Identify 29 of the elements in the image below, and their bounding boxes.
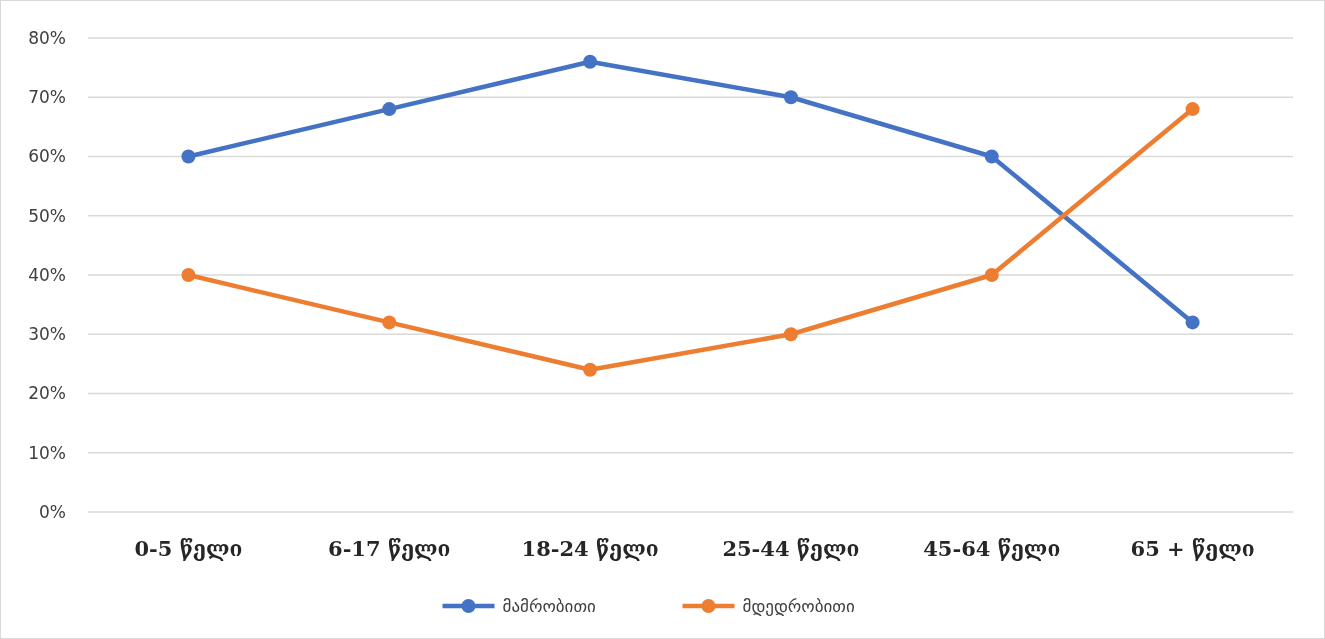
y-tick-label: 20% — [28, 383, 66, 404]
point — [583, 54, 598, 69]
y-tick-label: 70% — [28, 87, 66, 108]
y-tick-label: 80% — [28, 27, 66, 48]
point — [1185, 315, 1200, 330]
x-tick-label: 0-5 წელი — [134, 536, 243, 561]
point — [181, 149, 196, 164]
point — [783, 327, 798, 342]
legend-label: მამრობითი — [502, 595, 596, 616]
x-tick-label: 45-64 წელი — [923, 536, 1061, 561]
y-tick-label: 30% — [28, 324, 66, 345]
x-tick-label: 6-17 წელი — [328, 536, 451, 561]
y-tick-label: 40% — [28, 264, 66, 285]
point — [984, 268, 999, 282]
y-tick-label: 50% — [28, 205, 66, 226]
point — [382, 102, 397, 117]
point — [783, 90, 798, 105]
point — [382, 315, 397, 330]
point — [583, 362, 598, 377]
point — [984, 149, 999, 164]
x-tick-label: 18-24 წელი — [521, 536, 659, 561]
y-tick-label: 0% — [39, 501, 66, 522]
point — [181, 268, 196, 282]
y-tick-label: 10% — [28, 442, 66, 463]
x-tick-label: 25-44 წელი — [722, 536, 860, 561]
x-tick-label: 65 + წელი — [1130, 536, 1255, 561]
point — [1185, 102, 1200, 117]
y-tick-label: 60% — [28, 146, 66, 167]
legend-label: მდედრობითი — [742, 595, 855, 616]
